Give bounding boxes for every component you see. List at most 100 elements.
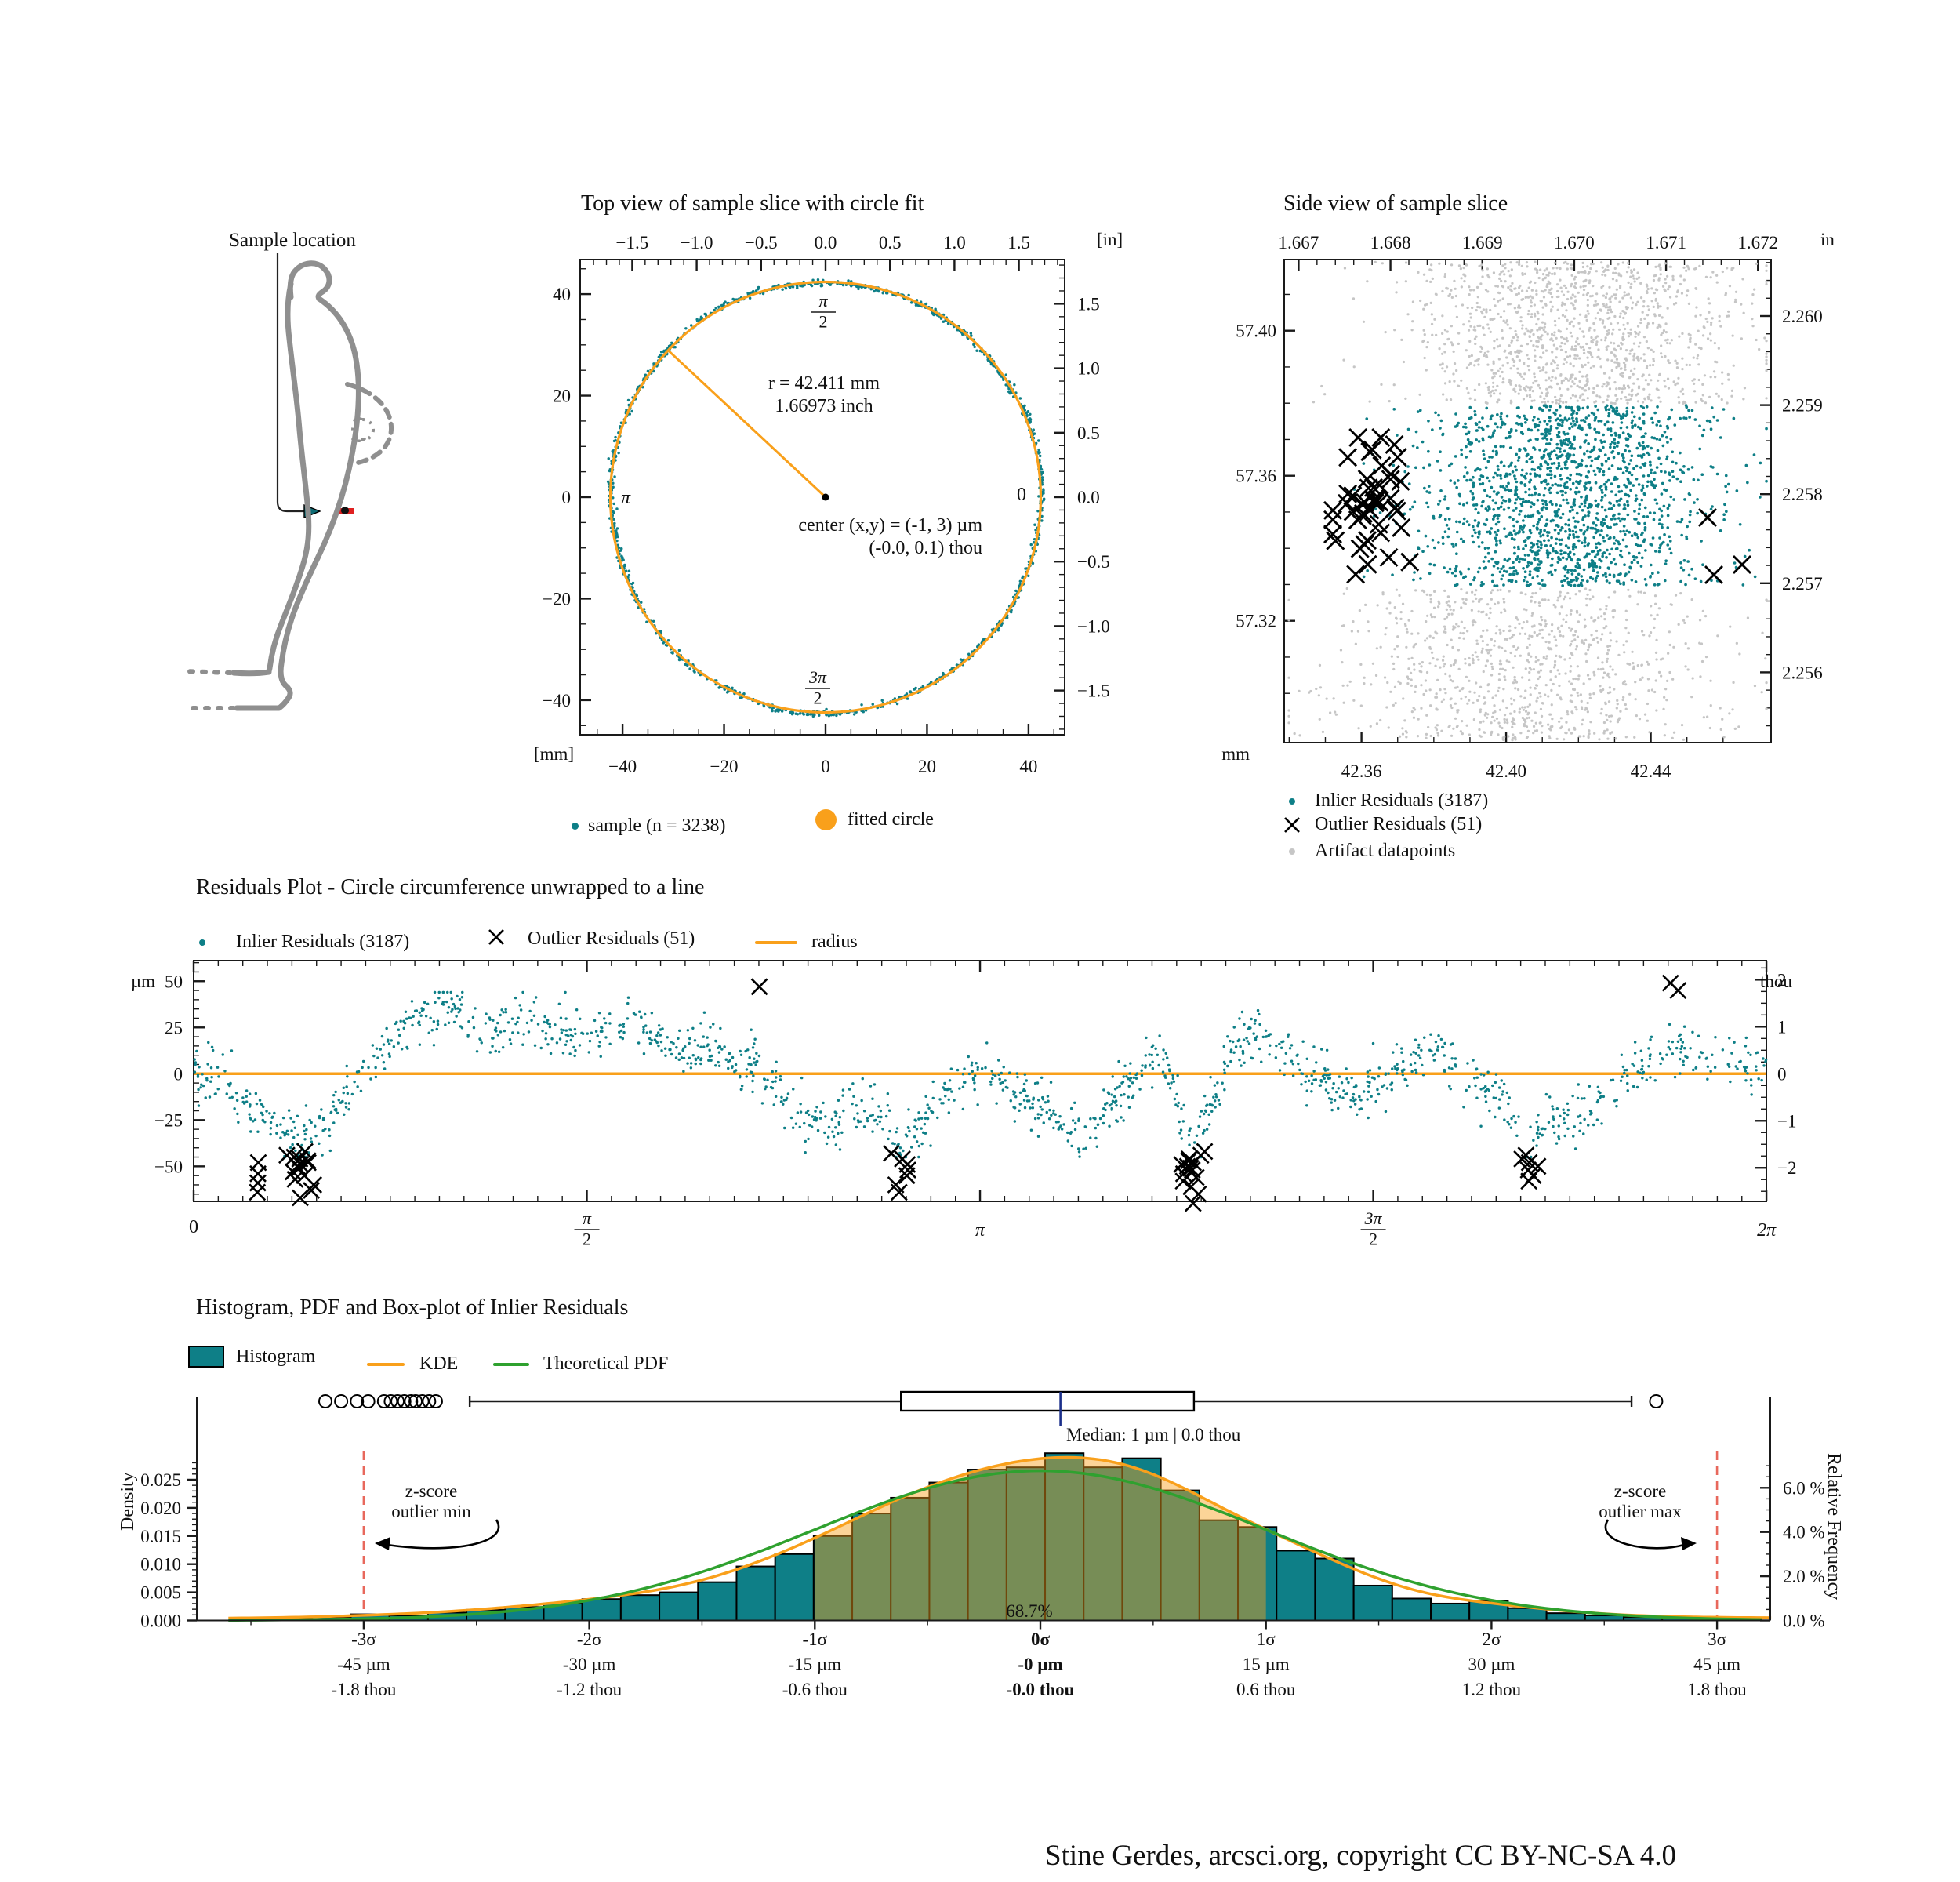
svg-text:2σ: 2σ bbox=[1482, 1629, 1501, 1649]
pdf-line-icon bbox=[493, 1362, 529, 1366]
svg-text:40: 40 bbox=[1019, 757, 1037, 776]
svg-text:2: 2 bbox=[583, 1229, 591, 1248]
svg-text:−2: −2 bbox=[1777, 1158, 1796, 1178]
svg-text:1.0: 1.0 bbox=[943, 233, 966, 253]
svg-text:3σ: 3σ bbox=[1708, 1629, 1727, 1649]
svg-text:42.44: 42.44 bbox=[1631, 761, 1671, 781]
svg-text:0: 0 bbox=[174, 1064, 183, 1084]
svg-text:2.256: 2.256 bbox=[1782, 663, 1823, 682]
zmax-line1: z-score bbox=[1613, 1481, 1667, 1501]
svg-text:−20: −20 bbox=[543, 589, 571, 609]
svg-text:3π: 3π bbox=[808, 667, 827, 687]
svg-text:-45 µm: -45 µm bbox=[337, 1655, 390, 1674]
legend-item-radius: radius bbox=[755, 932, 858, 953]
histogram-title: Histogram, PDF and Box-plot of Inlier Re… bbox=[196, 1295, 629, 1320]
svg-text:0: 0 bbox=[1017, 485, 1026, 505]
legend-item-outlier-side: Outlier Residuals (51) bbox=[1280, 814, 1482, 835]
svg-text:42.36: 42.36 bbox=[1341, 761, 1382, 781]
svg-text:0: 0 bbox=[189, 1217, 198, 1237]
svg-text:2: 2 bbox=[819, 311, 828, 331]
legend-fitted-label: fitted circle bbox=[848, 809, 934, 830]
svg-text:0.025: 0.025 bbox=[140, 1470, 181, 1490]
svg-text:−40: −40 bbox=[543, 691, 571, 710]
svg-text:2π: 2π bbox=[1757, 1220, 1777, 1241]
zmin-line1: z-score bbox=[405, 1481, 458, 1501]
sample-location-title: Sample location bbox=[229, 230, 356, 251]
svg-text:6.0 %: 6.0 % bbox=[1783, 1478, 1825, 1498]
legend-item-inlier-side: Inlier Residuals (3187) bbox=[1280, 790, 1488, 812]
svg-text:1.668: 1.668 bbox=[1370, 233, 1411, 253]
svg-text:0.5: 0.5 bbox=[879, 233, 902, 253]
svg-text:−40: −40 bbox=[608, 757, 637, 776]
svg-text:-2σ: -2σ bbox=[577, 1629, 602, 1649]
svg-text:2: 2 bbox=[1369, 1229, 1377, 1248]
legend-item-kde: KDE bbox=[367, 1353, 458, 1375]
svg-text:30 µm: 30 µm bbox=[1468, 1655, 1515, 1674]
svg-text:1.2 thou: 1.2 thou bbox=[1462, 1680, 1522, 1699]
svg-text:0σ: 0σ bbox=[1031, 1629, 1051, 1649]
legend-item-inlier-res: Inlier Residuals (3187) bbox=[199, 932, 409, 953]
svg-text:1.667: 1.667 bbox=[1279, 233, 1319, 253]
legend-item-sample: sample (n = 3238) bbox=[572, 816, 726, 837]
svg-text:57.32: 57.32 bbox=[1236, 612, 1276, 631]
res-unit-thou: thou bbox=[1760, 972, 1792, 991]
density-axis-label: Density bbox=[118, 1472, 138, 1531]
zmax-line2: outlier max bbox=[1599, 1502, 1682, 1522]
legend-kde-label: KDE bbox=[419, 1353, 459, 1374]
svg-text:25: 25 bbox=[165, 1018, 183, 1037]
legend-item-artifact: Artifact datapoints bbox=[1280, 841, 1455, 862]
legend-outlier-res-label: Outlier Residuals (51) bbox=[528, 928, 695, 949]
svg-text:-0.6 thou: -0.6 thou bbox=[782, 1680, 848, 1699]
svg-text:1.5: 1.5 bbox=[1007, 233, 1030, 253]
side-unit-mm: mm bbox=[1221, 744, 1250, 764]
side-view-plot: 1.667 1.668 1.669 1.670 1.671 1.672 42.36 42.40… bbox=[1236, 233, 1823, 781]
legend-sample-label: sample (n = 3238) bbox=[588, 816, 726, 836]
svg-text:1.0: 1.0 bbox=[1077, 359, 1100, 379]
svg-text:π: π bbox=[583, 1208, 592, 1228]
svg-text:-0.0 thou: -0.0 thou bbox=[1007, 1680, 1075, 1699]
inlier-res-dot-icon bbox=[199, 939, 205, 946]
legend-inlier-res-label: Inlier Residuals (3187) bbox=[236, 932, 410, 952]
svg-text:−50: −50 bbox=[154, 1157, 183, 1176]
zmin-line2: outlier min bbox=[391, 1502, 471, 1522]
svg-text:0.0 %: 0.0 % bbox=[1783, 1611, 1825, 1631]
svg-text:0.020: 0.020 bbox=[140, 1499, 181, 1518]
svg-text:20: 20 bbox=[918, 757, 936, 776]
svg-text:0: 0 bbox=[821, 757, 830, 776]
svg-text:2.257: 2.257 bbox=[1782, 574, 1823, 594]
outlier-res-x-icon bbox=[488, 928, 505, 950]
svg-text:2.260: 2.260 bbox=[1782, 307, 1823, 326]
svg-text:1.669: 1.669 bbox=[1462, 233, 1503, 253]
radius-annotation-mm: r = 42.411 mm bbox=[768, 373, 880, 394]
res-unit-um: µm bbox=[130, 972, 155, 991]
svg-text:-1.2 thou: -1.2 thou bbox=[557, 1680, 622, 1699]
copyright-text: Stine Gerdes, arcsci.org, copyright CC B… bbox=[1045, 1840, 1677, 1872]
side-view-title: Side view of sample slice bbox=[1283, 191, 1508, 216]
median-label: Median: 1 µm | 0.0 thou bbox=[1066, 1425, 1241, 1444]
outlier-x-icon bbox=[1280, 816, 1304, 834]
svg-text:1σ: 1σ bbox=[1257, 1629, 1276, 1649]
svg-text:1: 1 bbox=[1777, 1017, 1787, 1037]
svg-text:0.0: 0.0 bbox=[815, 233, 837, 253]
svg-text:-0 µm: -0 µm bbox=[1018, 1655, 1062, 1674]
residuals-title: Residuals Plot - Circle circumference un… bbox=[196, 875, 705, 899]
legend-radius-label: radius bbox=[811, 932, 858, 952]
kde-line-icon bbox=[367, 1362, 405, 1366]
svg-text:0.005: 0.005 bbox=[140, 1583, 181, 1603]
circle-unit-mm: [mm] bbox=[534, 744, 575, 764]
svg-text:-3σ: -3σ bbox=[351, 1629, 376, 1649]
svg-text:20: 20 bbox=[553, 387, 571, 406]
circle-unit-in: [in] bbox=[1097, 230, 1123, 249]
circle-fit-plot: −1.5 −1.0 −0.5 0.0 0.5 1.0 1.5−40 −20 0 20 40−40−2… bbox=[543, 233, 1110, 776]
fitted-circle-dot-icon bbox=[815, 809, 837, 830]
legend-item-fitted-circle: fitted circle bbox=[815, 809, 934, 830]
center-annotation-thou: (-0.0, 0.1) thou bbox=[869, 538, 982, 558]
circle-fit-title: Top view of sample slice with circle fit bbox=[581, 191, 924, 216]
svg-text:−20: −20 bbox=[710, 757, 739, 776]
legend-item-histogram: Histogram bbox=[188, 1346, 315, 1368]
radius-line-icon bbox=[755, 940, 797, 944]
svg-text:15 µm: 15 µm bbox=[1243, 1655, 1290, 1674]
svg-text:−1.5: −1.5 bbox=[616, 233, 649, 253]
svg-text:0.6 thou: 0.6 thou bbox=[1236, 1680, 1296, 1699]
